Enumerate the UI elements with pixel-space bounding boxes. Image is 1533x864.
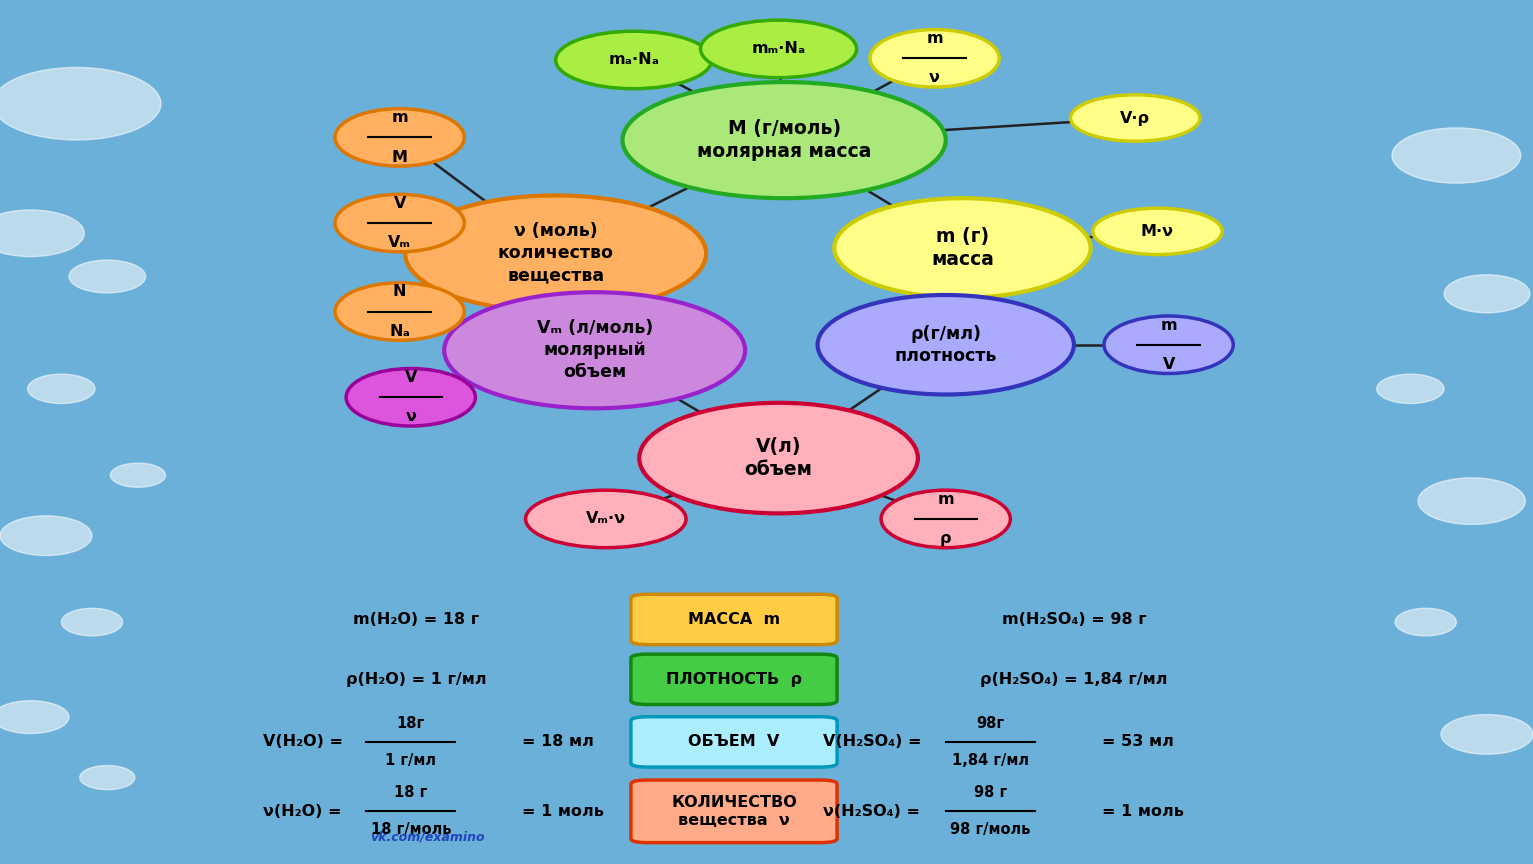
Ellipse shape xyxy=(0,516,92,556)
Text: Vₘ: Vₘ xyxy=(388,235,411,251)
Text: МАССА  m: МАССА m xyxy=(688,612,780,627)
Text: V(H₂O) =: V(H₂O) = xyxy=(262,734,342,749)
Text: ν(H₂O) =: ν(H₂O) = xyxy=(262,804,340,819)
Text: Vₘ·ν: Vₘ·ν xyxy=(586,511,625,526)
Ellipse shape xyxy=(817,295,1075,395)
Text: vk.com/examino: vk.com/examino xyxy=(369,831,484,844)
Ellipse shape xyxy=(405,195,707,312)
Text: V(H₂SO₄) =: V(H₂SO₄) = xyxy=(823,734,921,749)
Ellipse shape xyxy=(0,67,161,140)
Text: mₘ·Nₐ: mₘ·Nₐ xyxy=(751,41,806,56)
Ellipse shape xyxy=(336,283,464,340)
Text: 18г: 18г xyxy=(397,716,425,731)
Ellipse shape xyxy=(834,198,1090,298)
Text: V(л)
объем: V(л) объем xyxy=(745,437,812,480)
Ellipse shape xyxy=(0,210,84,257)
Text: m (г)
масса: m (г) масса xyxy=(931,226,993,270)
Text: = 53 мл: = 53 мл xyxy=(1102,734,1174,749)
Text: = 18 мл: = 18 мл xyxy=(523,734,595,749)
Text: 1 г/мл: 1 г/мл xyxy=(385,753,437,768)
Ellipse shape xyxy=(701,20,857,78)
Ellipse shape xyxy=(869,29,1000,87)
Ellipse shape xyxy=(526,490,687,548)
Ellipse shape xyxy=(555,31,711,89)
Text: M: M xyxy=(391,149,408,164)
Text: = 1 моль: = 1 моль xyxy=(523,804,604,819)
FancyBboxPatch shape xyxy=(632,780,837,842)
Ellipse shape xyxy=(881,490,1010,548)
Ellipse shape xyxy=(1070,95,1200,141)
Text: N: N xyxy=(392,284,406,300)
Text: ρ(H₂SO₄) = 1,84 г/мл: ρ(H₂SO₄) = 1,84 г/мл xyxy=(980,672,1168,687)
Text: 98 г/моль: 98 г/моль xyxy=(950,823,1030,837)
Text: М (г/моль)
молярная масса: М (г/моль) молярная масса xyxy=(698,119,871,162)
Text: M·ν: M·ν xyxy=(1141,224,1174,238)
Ellipse shape xyxy=(28,374,95,403)
Text: m: m xyxy=(1160,318,1177,333)
Ellipse shape xyxy=(61,608,123,636)
Ellipse shape xyxy=(69,260,146,293)
Ellipse shape xyxy=(336,109,464,166)
Ellipse shape xyxy=(445,292,745,409)
Ellipse shape xyxy=(1392,128,1521,183)
Text: КОЛИЧЕСТВО
вещества  ν: КОЛИЧЕСТВО вещества ν xyxy=(671,795,797,828)
Text: 18 г: 18 г xyxy=(394,785,428,800)
Text: ν: ν xyxy=(929,71,940,86)
Text: ρ(г/мл)
плотность: ρ(г/мл) плотность xyxy=(895,325,996,365)
Ellipse shape xyxy=(1377,374,1444,403)
Ellipse shape xyxy=(336,194,464,251)
Text: m: m xyxy=(391,111,408,125)
Ellipse shape xyxy=(0,701,69,734)
Text: ОБЪЕМ  V: ОБЪЕМ V xyxy=(688,734,780,749)
Text: ρ: ρ xyxy=(940,531,952,546)
Text: 98 г: 98 г xyxy=(973,785,1007,800)
Text: V: V xyxy=(405,370,417,385)
Text: m(H₂SO₄) = 98 г: m(H₂SO₄) = 98 г xyxy=(1001,612,1147,627)
Text: 18 г/моль: 18 г/моль xyxy=(371,823,451,837)
Ellipse shape xyxy=(346,369,475,426)
Ellipse shape xyxy=(639,403,918,513)
Ellipse shape xyxy=(1441,715,1533,754)
Ellipse shape xyxy=(110,463,166,487)
Ellipse shape xyxy=(1418,478,1525,524)
Text: V·ρ: V·ρ xyxy=(1121,111,1150,125)
FancyBboxPatch shape xyxy=(632,717,837,767)
Text: V: V xyxy=(394,196,406,211)
Ellipse shape xyxy=(622,82,946,198)
Text: ν: ν xyxy=(405,410,417,424)
Text: = 1 моль: = 1 моль xyxy=(1102,804,1183,819)
Text: mₐ·Nₐ: mₐ·Nₐ xyxy=(609,53,659,67)
Text: 98г: 98г xyxy=(977,716,1004,731)
Ellipse shape xyxy=(1104,316,1233,373)
Text: Vₘ (л/моль)
молярный
объем: Vₘ (л/моль) молярный объем xyxy=(537,319,653,382)
Text: Nₐ: Nₐ xyxy=(389,324,409,339)
Text: m: m xyxy=(926,31,943,46)
Text: ν (моль)
количество
вещества: ν (моль) количество вещества xyxy=(498,222,613,285)
Text: m(H₂O) = 18 г: m(H₂O) = 18 г xyxy=(353,612,480,627)
Ellipse shape xyxy=(1093,208,1222,255)
Ellipse shape xyxy=(1444,275,1530,313)
FancyBboxPatch shape xyxy=(632,654,837,704)
FancyBboxPatch shape xyxy=(632,594,837,645)
Ellipse shape xyxy=(1395,608,1456,636)
Text: ν(H₂SO₄) =: ν(H₂SO₄) = xyxy=(823,804,920,819)
Text: ρ(H₂O) = 1 г/мл: ρ(H₂O) = 1 г/мл xyxy=(346,672,486,687)
Text: ПЛОТНОСТЬ  ρ: ПЛОТНОСТЬ ρ xyxy=(665,672,802,687)
Text: m: m xyxy=(937,492,954,507)
Ellipse shape xyxy=(80,766,135,790)
Text: V: V xyxy=(1162,357,1174,372)
Text: 1,84 г/мл: 1,84 г/мл xyxy=(952,753,1029,768)
